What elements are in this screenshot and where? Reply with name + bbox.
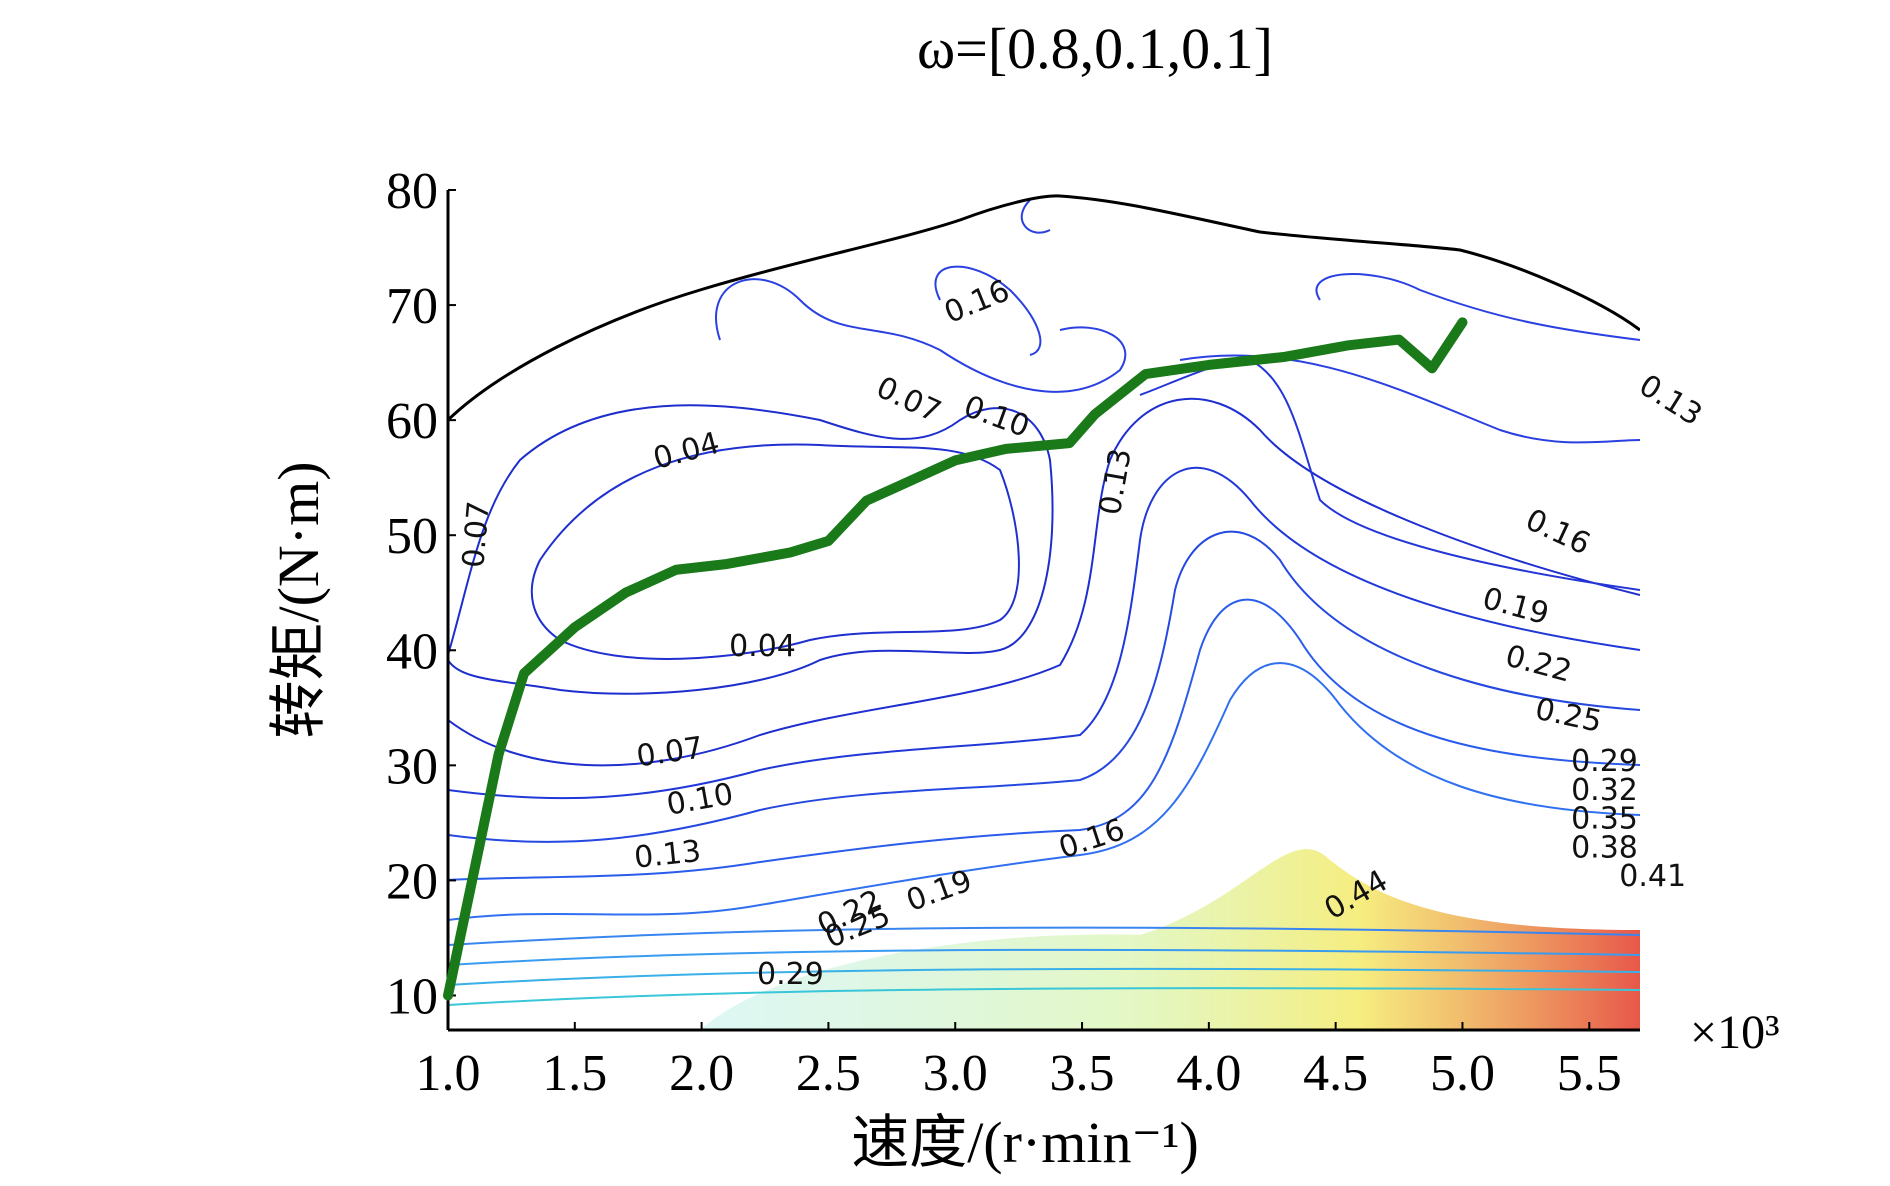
contour-label: 0.13	[1093, 446, 1139, 518]
x-multiplier: ×10³	[1690, 1006, 1779, 1059]
contour-label: 0.13	[1633, 368, 1708, 433]
contour-line	[1179, 354, 1640, 444]
contour-label: 0.07	[871, 370, 946, 430]
contour-label: 0.04	[729, 629, 796, 664]
contour-line	[448, 948, 1640, 966]
contour-label: 0.07	[634, 731, 705, 775]
x-axis-label: 速度/(r·min⁻¹)	[851, 1110, 1199, 1175]
series-layer	[443, 317, 1468, 1001]
x-tick-label: 5.5	[1557, 1045, 1622, 1102]
y-tick-label: 40	[386, 623, 438, 680]
contour-line	[448, 530, 1640, 843]
contour-line	[1315, 273, 1640, 341]
contour-line	[1020, 199, 1051, 234]
contour-field	[448, 194, 1640, 1030]
y-axis-label: 转矩/(N·m)	[266, 461, 331, 738]
contour-label: 0.35	[1571, 802, 1638, 837]
contour-label: 0.10	[664, 777, 736, 823]
chart-title: ω=[0.8,0.1,0.1]	[917, 16, 1273, 81]
x-tick-label: 4.0	[1176, 1045, 1241, 1102]
x-tick-label: 3.0	[923, 1045, 988, 1102]
contour-line	[530, 443, 1020, 660]
y-tick-label: 20	[386, 853, 438, 910]
torque-envelope	[448, 194, 1640, 422]
contour-label: 0.38	[1571, 830, 1638, 865]
contour-label: 0.25	[1532, 692, 1605, 740]
contour-label: 0.19	[1479, 581, 1553, 632]
y-tick-label: 60	[386, 393, 438, 450]
contour-line	[448, 967, 1640, 986]
contour-line	[448, 598, 1640, 881]
y-tick-label: 80	[386, 163, 438, 220]
x-tick-label: 5.0	[1430, 1045, 1495, 1102]
contour-line	[448, 397, 1640, 767]
contour-label: 0.04	[650, 426, 724, 477]
contour-label: 0.13	[633, 834, 703, 876]
x-tick-label: 2.0	[669, 1045, 734, 1102]
contour-label: 0.32	[1571, 773, 1638, 808]
y-tick-label: 50	[386, 508, 438, 565]
contour-line	[1139, 358, 1640, 591]
contour-label: 0.41	[1619, 859, 1686, 894]
axes: 1.0 1.5 2.0 2.5 3.0 3.5 4.0 4.5 5.0 5.5 10 20 30 40 50…	[386, 163, 1640, 1102]
y-tick-label: 30	[386, 738, 438, 795]
y-tick-label: 10	[386, 968, 438, 1025]
contour-label: 0.16	[1055, 812, 1129, 866]
x-tick-label: 3.5	[1050, 1045, 1115, 1102]
contour-line	[448, 987, 1640, 1006]
y-tick-label: 70	[386, 278, 438, 335]
contour-label: 0.07	[456, 500, 497, 570]
contour-label: 0.16	[1520, 502, 1595, 562]
x-tick-label: 4.5	[1303, 1045, 1368, 1102]
contour-labels: 0.160.07 0.100.040.070.130.130.160.190.22…	[456, 273, 1708, 992]
contour-line	[448, 467, 1640, 800]
contour-label: 0.29	[757, 957, 824, 992]
contour-line	[448, 404, 1054, 695]
contour-label: 0.22	[1502, 639, 1576, 690]
contour-label: 0.10	[959, 389, 1034, 445]
contour-line	[448, 926, 1640, 946]
x-tick-label: 1.5	[542, 1045, 607, 1102]
contour-line	[448, 662, 1640, 921]
contour-line	[715, 278, 1127, 393]
heat-region	[700, 849, 1640, 1030]
contour-label: 0.16	[940, 273, 1015, 330]
optimal-torque-line	[443, 317, 1468, 1001]
contour-label: 0.29	[1571, 744, 1638, 779]
x-tick-label: 1.0	[416, 1045, 481, 1102]
x-tick-label: 2.5	[796, 1045, 861, 1102]
contour-line	[934, 265, 1042, 356]
contour-label: 0.19	[902, 863, 977, 919]
